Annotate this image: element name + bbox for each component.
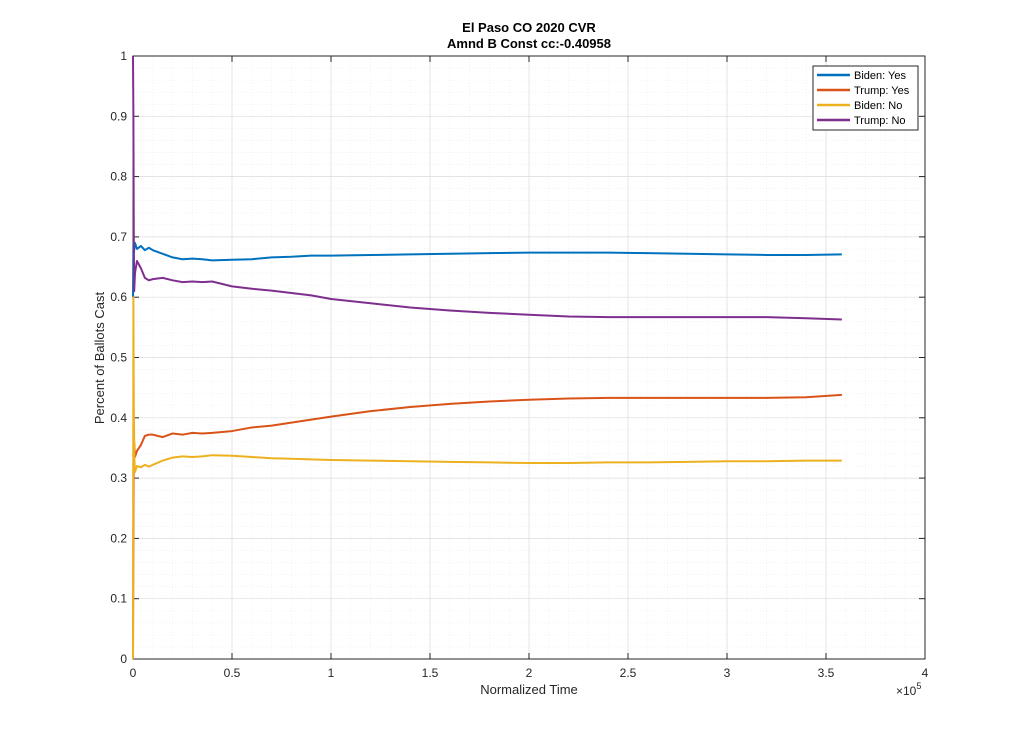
- x-tick-label: 1: [328, 666, 335, 680]
- x-tick-label: 2: [526, 666, 533, 680]
- x-tick-label: 3.5: [818, 666, 835, 680]
- legend-entry-label: Trump: Yes: [854, 85, 910, 97]
- series-lines: [132, 55, 842, 660]
- axis-ticks: 0 0.5 1 1.5 2 2.5 3 3.5 4 0 0.1 0.2 0.3 0.4 0.5 0.6 0.7 0…: [110, 49, 928, 680]
- y-tick-label: 0.1: [110, 592, 127, 606]
- y-tick-label: 0.9: [110, 109, 127, 123]
- y-tick-label: 0.2: [110, 531, 127, 545]
- x-tick-label: 0.5: [224, 666, 241, 680]
- series-line-trump-yes: [132, 393, 842, 660]
- y-tick-label: 0.8: [110, 170, 127, 184]
- y-tick-label: 0.4: [110, 411, 127, 425]
- x-tick-label: 2.5: [620, 666, 637, 680]
- legend-box: [812, 65, 919, 131]
- y-tick-label: 0.6: [110, 290, 127, 304]
- grid-lines: [132, 55, 926, 660]
- x-axis-label: Normalized Time: [480, 682, 578, 697]
- legend-entry-label: Biden: No: [854, 100, 902, 112]
- chart-title: El Paso CO 2020 CVR: [462, 20, 596, 35]
- y-tick-label: 1: [120, 49, 127, 63]
- x-tick-label: 0: [130, 666, 137, 680]
- x-exponent-label: ×105: [896, 681, 921, 698]
- legend-entry-label: Trump: No: [854, 115, 906, 127]
- y-tick-label: 0.3: [110, 471, 127, 485]
- y-tick-label: 0: [120, 652, 127, 666]
- x-tick-label: 3: [724, 666, 731, 680]
- series-line-biden-no: [132, 296, 842, 660]
- chart-subtitle: Amnd B Const cc:-0.40958: [447, 36, 611, 51]
- y-tick-label: 0.7: [110, 230, 127, 244]
- series-line-trump-no: [132, 55, 842, 321]
- y-axis-label: Percent of Ballots Cast: [92, 292, 107, 425]
- x-tick-label: 4: [922, 666, 929, 680]
- legend-entry-label: Biden: Yes: [854, 70, 906, 82]
- x-tick-label: 1.5: [422, 666, 439, 680]
- series-line-biden-yes: [132, 241, 842, 298]
- y-tick-label: 0.5: [110, 351, 127, 365]
- legend: Biden: Yes Trump: Yes Biden: No Trump: No: [812, 65, 919, 131]
